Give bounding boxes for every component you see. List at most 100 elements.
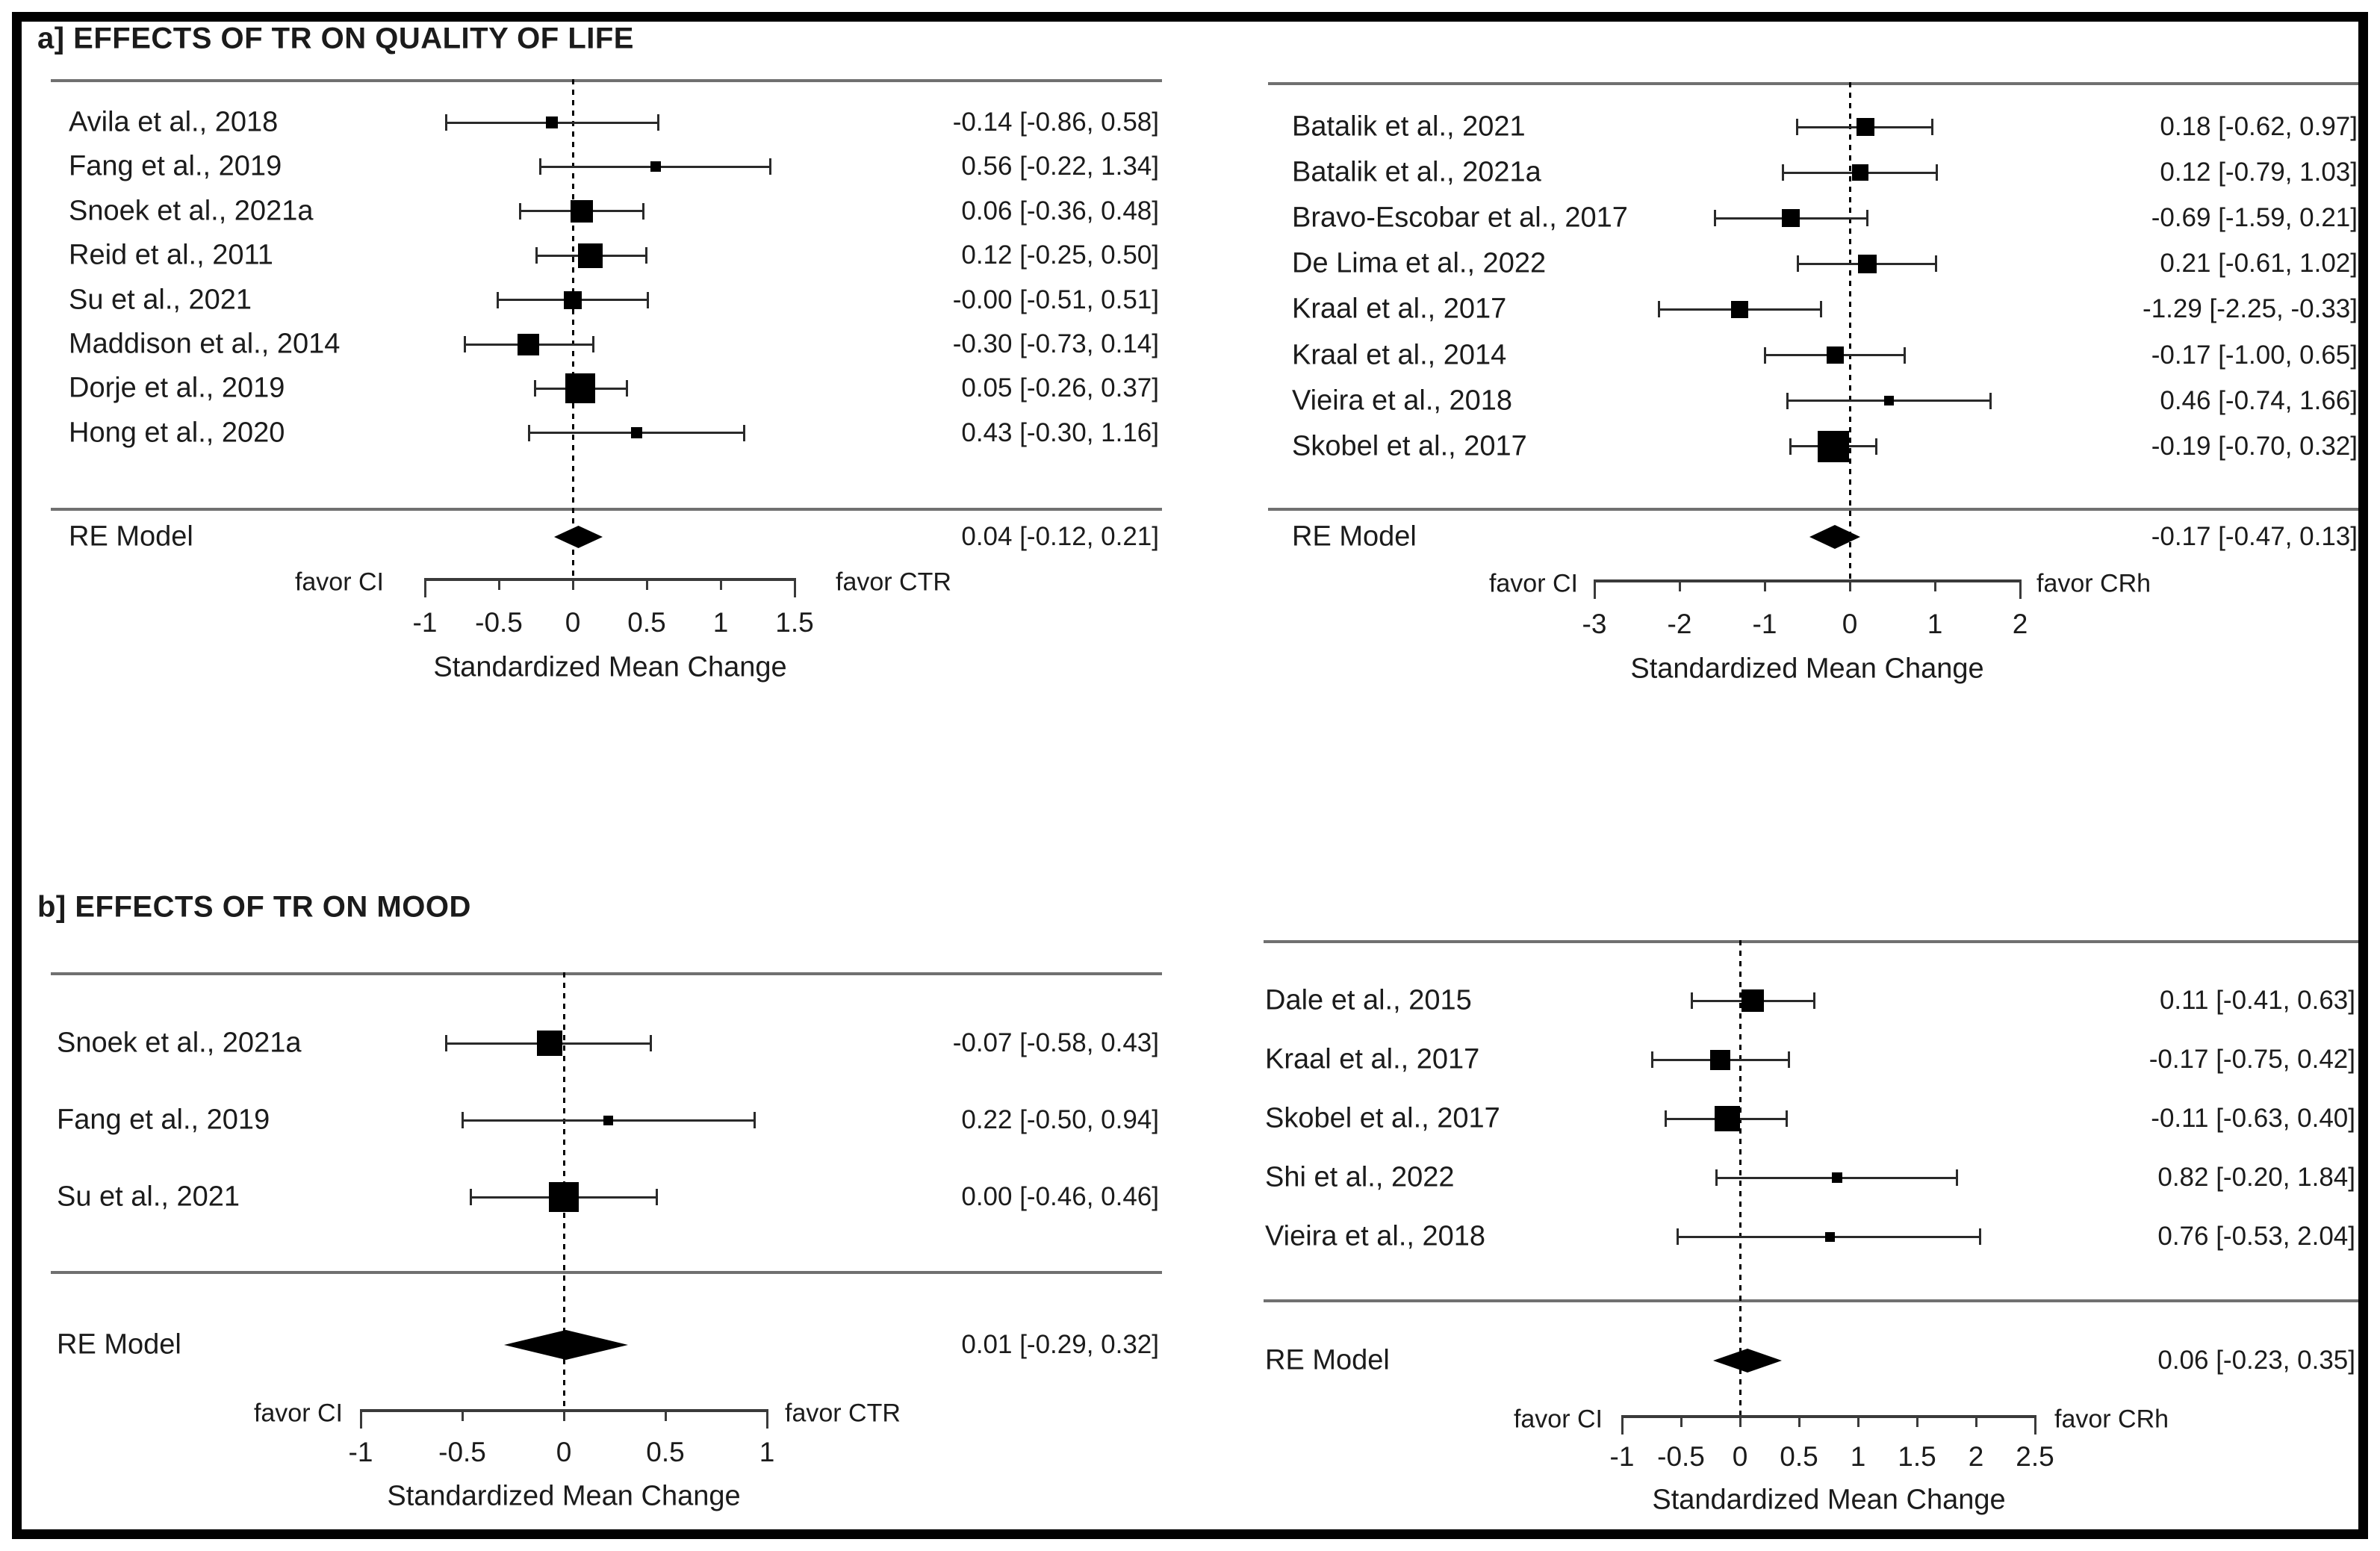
estimate-annotation: 0.18 [-0.62, 0.97] xyxy=(2160,112,2358,141)
estimate-annotation: -0.69 [-1.59, 0.21] xyxy=(2151,203,2358,232)
x-axis-tick xyxy=(1934,579,1936,591)
study-label: Dale et al., 2015 xyxy=(1265,984,1472,1016)
x-axis-end-tick xyxy=(2019,579,2022,599)
estimate-annotation: 0.12 [-0.25, 0.50] xyxy=(961,240,1159,270)
summary-diamond xyxy=(1809,525,1860,549)
ci-cap-right xyxy=(769,158,771,175)
x-axis-tick xyxy=(1849,579,1851,591)
x-axis-tick xyxy=(1975,1415,1977,1427)
estimate-annotation: 0.43 [-0.30, 1.16] xyxy=(961,418,1159,447)
estimate-annotation: -0.17 [-0.75, 0.42] xyxy=(2148,1045,2355,1074)
estimate-annotation: 0.00 [-0.46, 0.46] xyxy=(961,1182,1159,1211)
study-label: Avila et al., 2018 xyxy=(69,106,279,138)
zero-reference-line xyxy=(572,79,574,578)
ci-cap-right xyxy=(592,336,594,352)
x-axis-line xyxy=(1622,1415,2035,1418)
point-estimate-marker xyxy=(549,1182,579,1212)
point-estimate-marker xyxy=(518,334,539,355)
x-axis-tick xyxy=(646,578,648,590)
x-axis-tick-label: 2.5 xyxy=(2016,1441,2054,1472)
x-axis-tick xyxy=(720,578,722,590)
point-estimate-marker xyxy=(603,1116,613,1125)
x-axis-tick-label: 0 xyxy=(1732,1441,1748,1472)
x-axis-line xyxy=(1594,579,2020,582)
re-model-label: RE Model xyxy=(57,1328,181,1361)
ci-cap-left xyxy=(497,292,499,308)
re-model-label: RE Model xyxy=(69,520,193,553)
point-estimate-marker xyxy=(1827,346,1844,364)
x-axis-title: Standardized Mean Change xyxy=(433,651,787,683)
x-axis-tick xyxy=(498,578,500,590)
x-axis-end-tick xyxy=(424,578,426,597)
x-axis-tick-label: -0.5 xyxy=(438,1437,486,1467)
re-estimate-annotation: 0.04 [-0.12, 0.21] xyxy=(961,522,1159,551)
ci-cap-right xyxy=(1788,1051,1790,1068)
point-estimate-marker xyxy=(537,1031,562,1056)
x-axis-tick-label: -1 xyxy=(1609,1441,1635,1472)
study-label: Kraal et al., 2014 xyxy=(1292,339,1507,371)
study-label: Su et al., 2021 xyxy=(69,284,252,316)
ci-cap-left xyxy=(470,1189,472,1205)
ci-cap-left xyxy=(462,1112,464,1128)
favor-left-label: favor CI xyxy=(1513,1405,1603,1434)
re-estimate-annotation: 0.01 [-0.29, 0.32] xyxy=(961,1330,1159,1359)
study-label: Vieira et al., 2018 xyxy=(1292,385,1513,417)
study-label: Fang et al., 2019 xyxy=(57,1104,270,1136)
panel-rule-mid xyxy=(1268,508,2363,511)
favor-right-label: favor CTR xyxy=(836,568,951,597)
x-axis-tick-label: 1 xyxy=(712,607,729,638)
ci-cap-right xyxy=(1866,210,1868,226)
zero-reference-line xyxy=(1849,82,1851,579)
favor-left-label: favor CI xyxy=(1488,569,1578,598)
x-axis-tick xyxy=(563,1409,565,1421)
study-label: Kraal et al., 2017 xyxy=(1292,293,1507,325)
ci-cap-left xyxy=(1665,1110,1667,1127)
point-estimate-marker xyxy=(1731,301,1748,318)
x-axis-tick-label: 0.5 xyxy=(627,607,666,638)
ci-cap-left xyxy=(445,1035,447,1051)
ci-cap-left xyxy=(1789,438,1792,455)
ci-cap-left xyxy=(1658,301,1660,317)
x-axis-tick-label: -1 xyxy=(348,1437,373,1467)
x-axis-tick xyxy=(462,1409,464,1421)
ci-cap-right xyxy=(626,380,628,397)
estimate-annotation: -1.29 [-2.25, -0.33] xyxy=(2143,294,2358,323)
study-label: Shi et al., 2022 xyxy=(1265,1161,1455,1193)
x-axis-tick xyxy=(1798,1415,1800,1427)
re-model-label: RE Model xyxy=(1292,520,1417,553)
x-axis-tick-label: -1 xyxy=(1752,609,1777,639)
ci-cap-right xyxy=(1956,1169,1958,1186)
point-estimate-marker xyxy=(650,161,661,172)
favor-right-label: favor CRh xyxy=(2054,1405,2169,1434)
point-estimate-marker xyxy=(564,291,582,309)
ci-cap-right xyxy=(1904,347,1906,364)
ci-cap-left xyxy=(445,114,447,131)
x-axis-tick-label: 1 xyxy=(759,1437,775,1467)
x-axis-tick xyxy=(572,578,574,590)
x-axis-line xyxy=(425,578,795,581)
ci-cap-right xyxy=(1989,393,1992,409)
panel-rule-top xyxy=(1268,82,2363,85)
ci-cap-left xyxy=(1651,1051,1653,1068)
x-axis-title: Standardized Mean Change xyxy=(387,1480,741,1512)
x-axis-tick xyxy=(1679,579,1681,591)
ci-cap-right xyxy=(642,203,644,220)
x-axis-tick xyxy=(1680,1415,1683,1427)
estimate-annotation: 0.46 [-0.74, 1.66] xyxy=(2160,386,2358,415)
point-estimate-marker xyxy=(1857,118,1874,136)
study-label: Vieira et al., 2018 xyxy=(1265,1220,1486,1252)
estimate-annotation: 0.82 [-0.20, 1.84] xyxy=(2157,1163,2355,1192)
estimate-annotation: 0.56 [-0.22, 1.34] xyxy=(961,152,1159,181)
study-label: Hong et al., 2020 xyxy=(69,417,285,449)
x-axis-tick-label: 0 xyxy=(1842,609,1858,639)
x-axis-tick xyxy=(1916,1415,1918,1427)
point-estimate-marker xyxy=(1710,1050,1730,1070)
study-label: Reid et al., 2011 xyxy=(69,239,273,271)
x-axis-end-tick xyxy=(2034,1415,2036,1435)
ci-cap-left xyxy=(1796,119,1798,135)
re-estimate-annotation: 0.06 [-0.23, 0.35] xyxy=(2157,1346,2355,1375)
x-axis-end-tick xyxy=(360,1409,362,1429)
x-axis-tick-label: 1 xyxy=(1850,1441,1866,1472)
study-label: De Lima et al., 2022 xyxy=(1292,247,1547,279)
